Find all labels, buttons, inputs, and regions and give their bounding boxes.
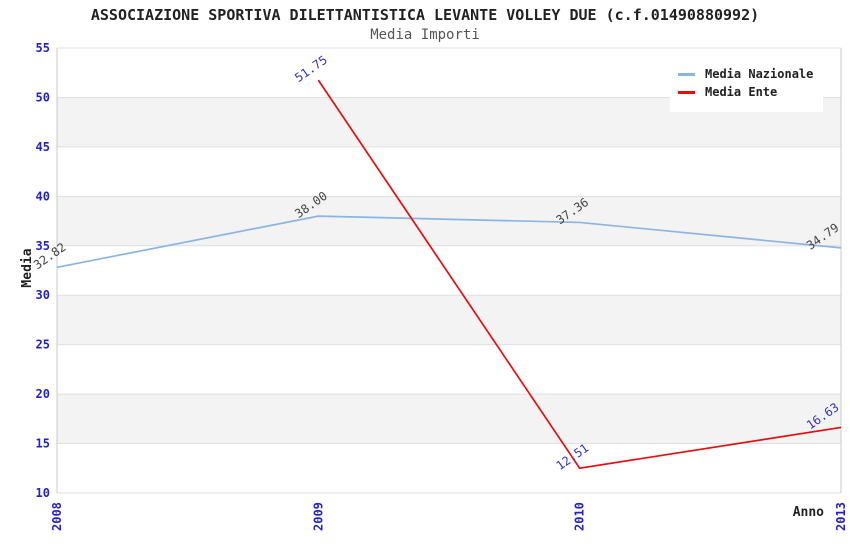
legend-swatch-media-nazionale	[678, 72, 695, 76]
plot-band	[57, 196, 841, 246]
x-axis-title: Anno	[792, 505, 824, 520]
series-line-media-ente	[317, 79, 842, 470]
chart-subtitle: Media Importi	[370, 27, 480, 43]
chart-title: ASSOCIAZIONE SPORTIVA DILETTANTISTICA LE…	[90, 6, 760, 24]
y-tick-label: 35	[36, 239, 50, 253]
y-tick-label: 25	[36, 338, 50, 352]
series-line-media-nazionale	[56, 215, 842, 269]
y-axis-title: Media	[20, 248, 35, 288]
y-tick-label: 55	[36, 41, 50, 55]
legend-item-media-ente: Media Ente	[678, 85, 813, 99]
y-tick-label: 50	[36, 90, 50, 104]
y-tick-label: 30	[36, 288, 50, 302]
y-tick-label: 20	[36, 387, 50, 401]
legend-label-media-nazionale: Media Nazionale	[705, 67, 814, 81]
y-tick-label: 45	[36, 140, 50, 154]
data-label: 51.75	[292, 53, 330, 85]
x-tick-label: 2010	[573, 502, 587, 531]
y-tick-label: 40	[36, 189, 50, 203]
plot-band	[57, 295, 841, 345]
data-label: 12.51	[554, 441, 592, 473]
plot-band	[57, 394, 841, 444]
x-tick-label: 2008	[50, 502, 64, 531]
y-tick-label: 15	[36, 437, 50, 451]
legend-swatch-media-ente	[678, 90, 695, 94]
legend-label-media-ente: Media Ente	[705, 85, 778, 99]
x-tick-label: 2013	[834, 502, 848, 531]
legend: Media Nazionale Media Ente	[670, 56, 824, 112]
y-tick-label: 10	[36, 486, 50, 500]
legend-item-media-nazionale: Media Nazionale	[678, 67, 813, 81]
x-tick-label: 2009	[311, 502, 325, 531]
